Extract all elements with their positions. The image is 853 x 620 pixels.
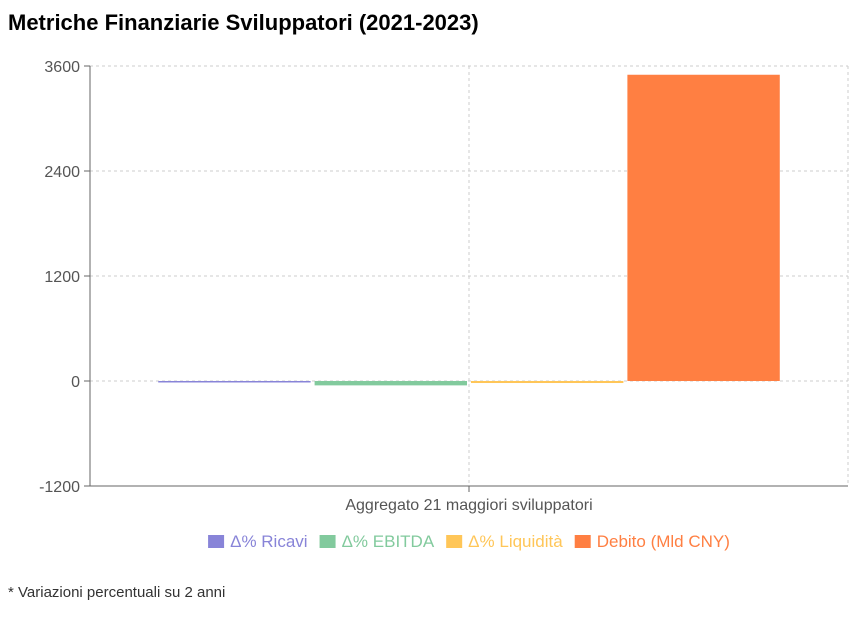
- legend-swatch: [574, 535, 591, 548]
- legend: Δ% Ricavi Δ% EBITDA Δ% Liquidità Debito (Ml…: [208, 532, 730, 551]
- legend-label: Debito (Mld CNY): [597, 532, 730, 551]
- bar-chart: -1200 0 1200 2400 3600 Aggregato 21 maggiori…: [39, 59, 849, 551]
- legend-swatch: [319, 535, 336, 548]
- y-axis-ticks: -1200 0 1200 2400 3600: [39, 59, 90, 496]
- legend-item-1: Δ% Ricavi: [208, 532, 308, 551]
- legend-label: Δ% Liquidità: [468, 532, 563, 551]
- bar-1: [158, 381, 311, 383]
- y-tick-label: 3600: [44, 59, 80, 76]
- footnote: * Variazioni percentuali su 2 anni: [8, 584, 226, 601]
- bars: [158, 74, 780, 386]
- y-tick-label: 0: [71, 374, 80, 391]
- bar-4: [627, 74, 780, 381]
- legend-label: Δ% EBITDA: [342, 532, 435, 551]
- y-tick-label: -1200: [39, 479, 80, 496]
- y-tick-label: 1200: [44, 269, 80, 286]
- x-category-label: Aggregato 21 maggiori sviluppatori: [345, 497, 592, 514]
- x-axis-labels: Aggregato 21 maggiori sviluppatori: [345, 497, 592, 514]
- legend-item-4: Debito (Mld CNY): [574, 532, 730, 551]
- y-tick-label: 2400: [44, 164, 80, 181]
- chart-title: Metriche Finanziarie Sviluppatori (2021-…: [8, 10, 479, 35]
- legend-item-2: Δ% EBITDA: [319, 532, 435, 551]
- legend-label: Δ% Ricavi: [230, 532, 307, 551]
- legend-swatch: [446, 535, 463, 548]
- bar-3: [471, 381, 624, 384]
- bar-2: [314, 381, 467, 386]
- legend-item-3: Δ% Liquidità: [446, 532, 563, 551]
- legend-swatch: [208, 535, 225, 548]
